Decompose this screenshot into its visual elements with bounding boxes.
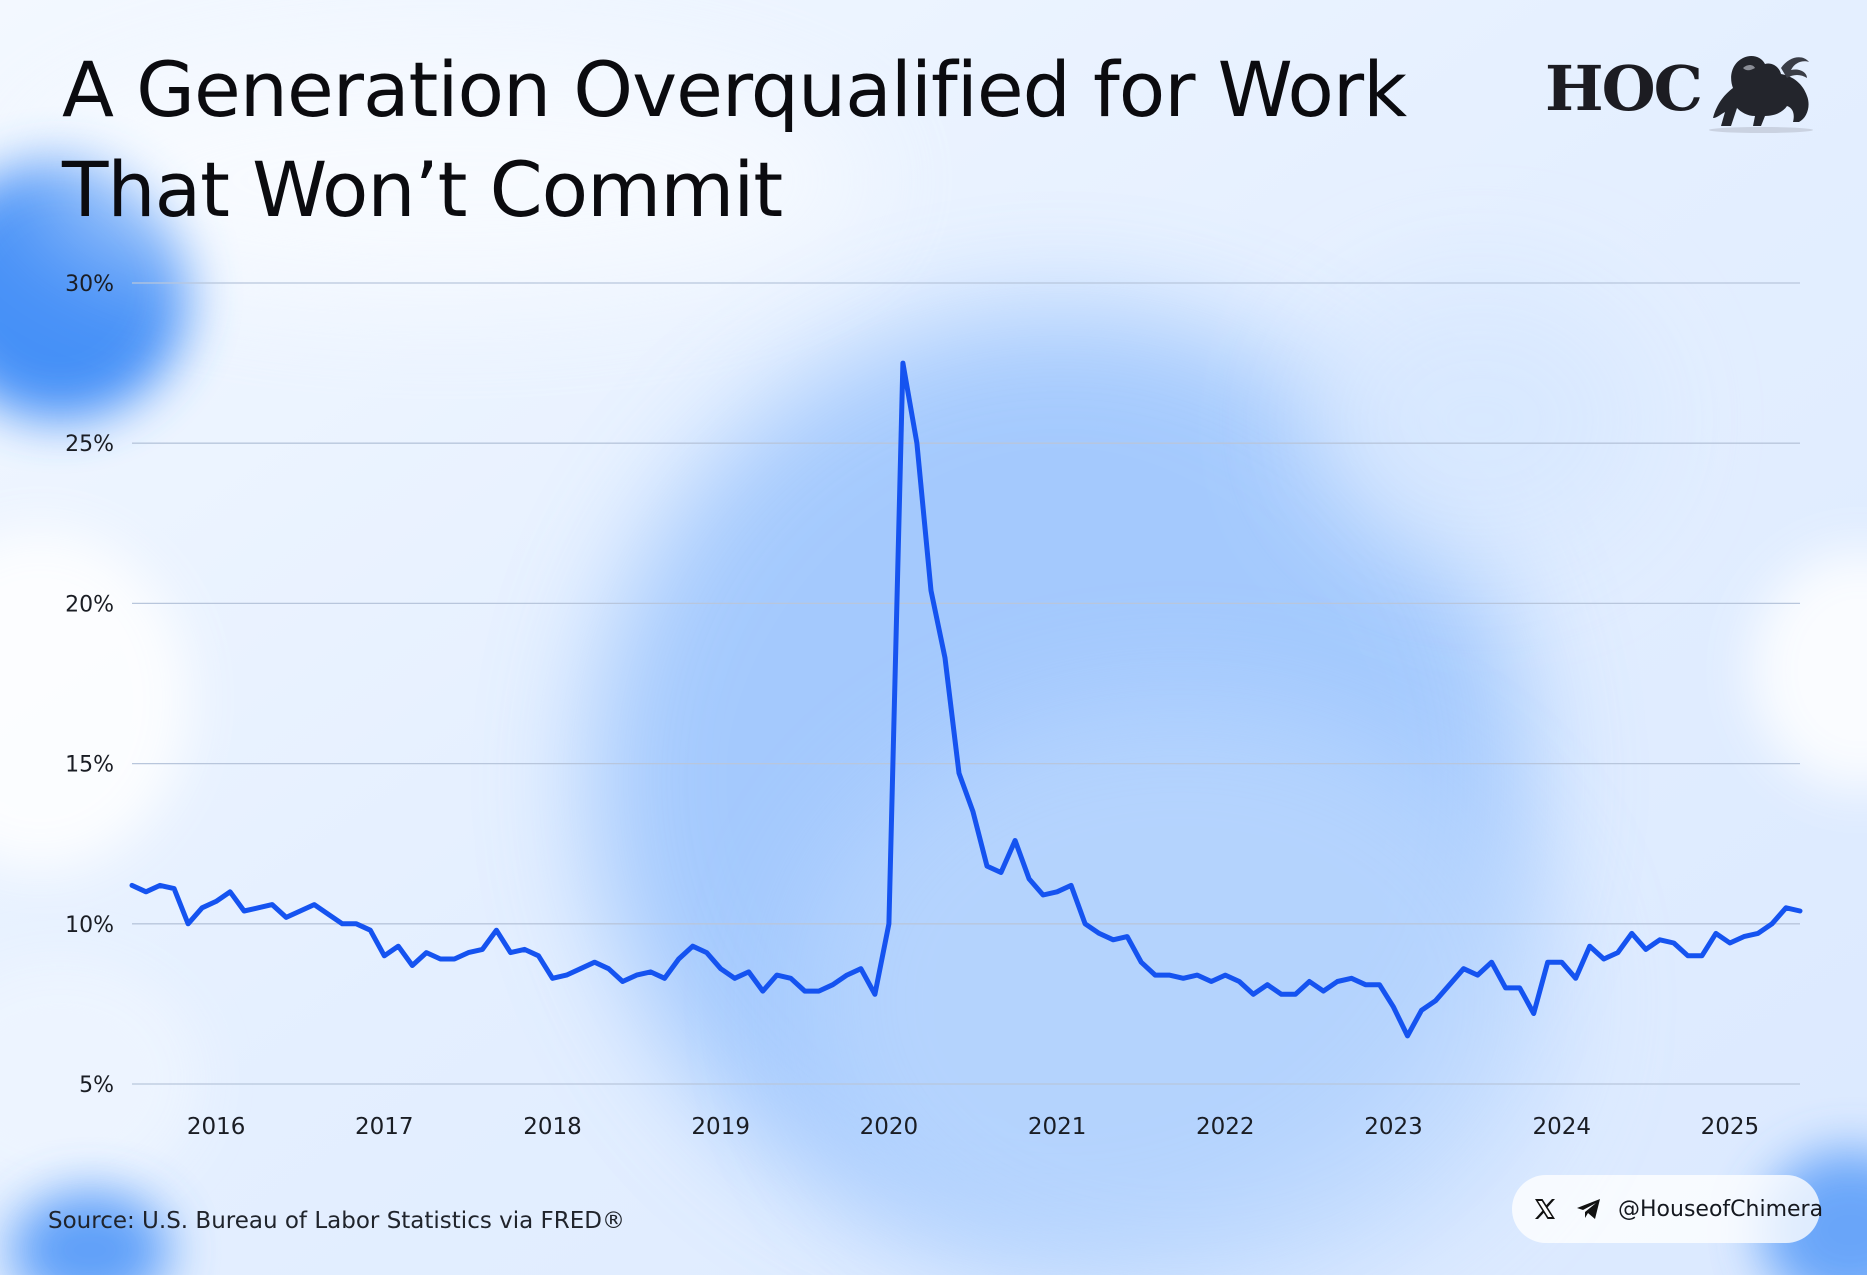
x-tick-label: 2020 <box>860 1114 919 1140</box>
y-tick-label: 15% <box>65 753 114 778</box>
telegram-icon[interactable] <box>1574 1194 1604 1224</box>
social-handle-pill[interactable]: @HouseofChimera <box>1512 1175 1824 1243</box>
social-handle[interactable]: @HouseofChimera <box>1618 1196 1824 1222</box>
y-tick-label: 20% <box>65 592 114 617</box>
x-tick-label: 2024 <box>1532 1114 1591 1140</box>
y-axis-ticks: 5% 10% 15% 20% 25% 30% <box>65 272 114 1098</box>
chart-title-line-2: That Won’t Commit <box>62 145 783 234</box>
x-tick-label: 2022 <box>1196 1114 1255 1140</box>
gridlines <box>132 282 1800 1085</box>
x-logo-icon[interactable] <box>1530 1194 1560 1224</box>
x-tick-label: 2017 <box>355 1114 414 1140</box>
lion-emblem-icon <box>1709 56 1813 133</box>
brand-logo: HOC <box>1545 48 1830 138</box>
source-note: Source: U.S. Bureau of Labor Statistics … <box>48 1208 625 1234</box>
series-layer <box>129 360 1803 1039</box>
x-axis-ticks: 2016 2017 2018 2019 2020 2021 2022 2023 2024 2025 <box>187 1114 1759 1140</box>
x-tick-label: 2025 <box>1701 1114 1760 1140</box>
y-tick-label: 5% <box>79 1073 114 1098</box>
chart-title: A Generation Overqualified for Work That… <box>62 40 1512 240</box>
y-tick-label: 30% <box>65 272 114 297</box>
chart-title-line-1: A Generation Overqualified for Work <box>62 45 1407 134</box>
x-tick-label: 2021 <box>1028 1114 1087 1140</box>
x-tick-label: 2023 <box>1364 1114 1423 1140</box>
y-tick-label: 10% <box>65 913 114 938</box>
series-line-0 <box>129 360 1803 1039</box>
x-tick-label: 2016 <box>187 1114 246 1140</box>
logo-text: HOC <box>1545 52 1703 125</box>
y-tick-label: 25% <box>65 432 114 457</box>
x-tick-label: 2018 <box>523 1114 582 1140</box>
x-tick-label: 2019 <box>691 1114 750 1140</box>
